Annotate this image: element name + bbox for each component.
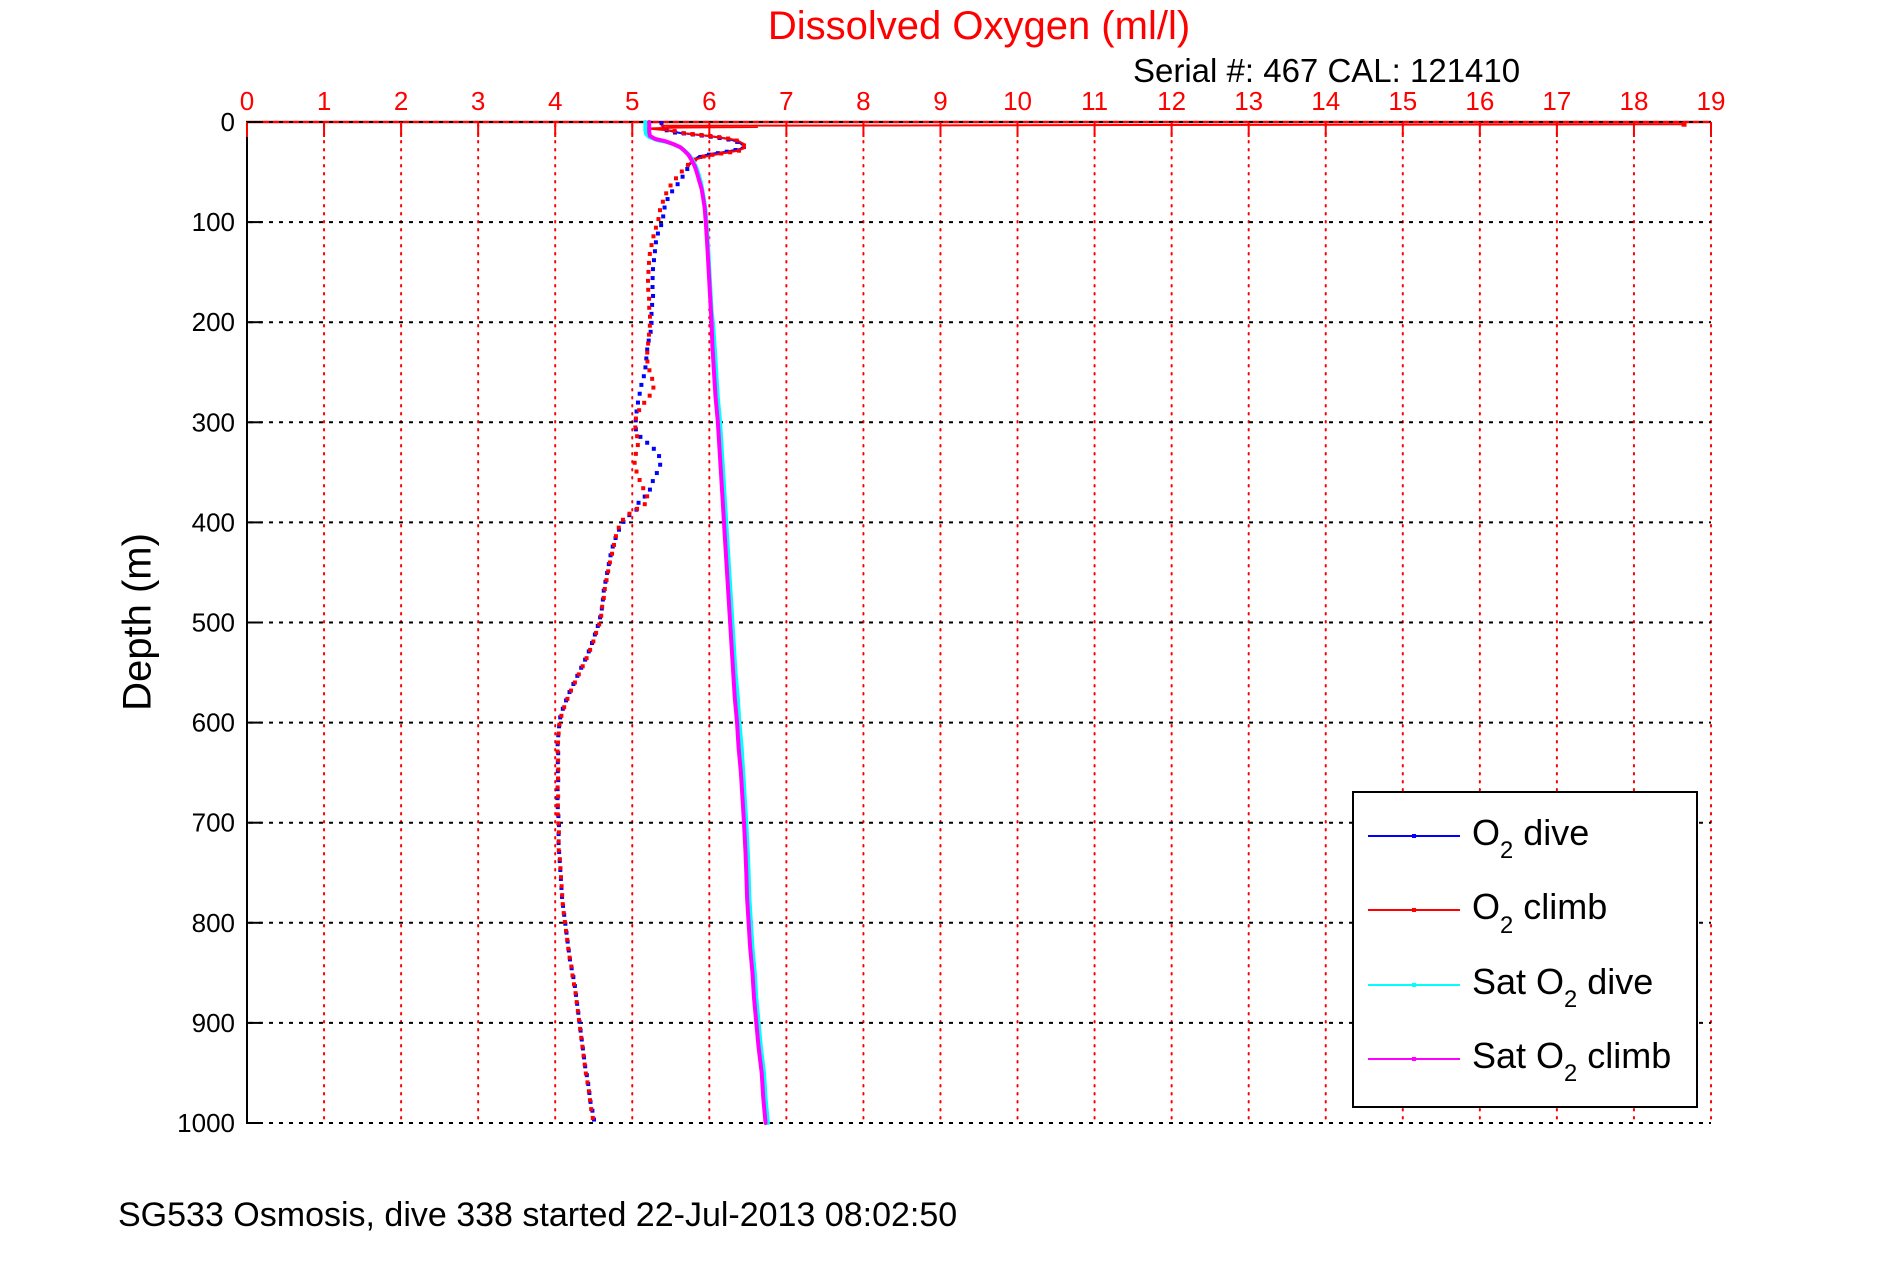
svg-text:300: 300 [192,407,235,437]
chart-title: Dissolved Oxygen (ml/l) [767,4,1191,48]
svg-text:1: 1 [317,86,331,116]
svg-text:8: 8 [856,86,870,116]
legend-line-sample-sat-o2-climb [1368,1056,1460,1061]
svg-text:16: 16 [1465,86,1494,116]
legend-label-o2-dive: O2 dive [1472,812,1590,865]
svg-text:600: 600 [192,708,235,738]
legend-label-o2-climb: O2 climb [1472,886,1608,939]
legend-label-sat-o2-climb: Sat O2 climb [1472,1034,1672,1088]
y-tick-labels: 0 100 200 300 400 500 600 700 800 900 1000 [177,107,235,1138]
svg-text:5: 5 [625,86,639,116]
svg-text:4: 4 [548,86,562,116]
serial-cal-annotation: Serial #: 467 CAL: 121410 [1133,52,1521,89]
y-gridlines [249,121,1711,1124]
svg-text:12: 12 [1157,86,1186,116]
legend-entry-o2-dive: O2 dive [1354,812,1696,865]
legend-line-sample-sat-o2-dive [1368,982,1460,987]
series-o2-climb [555,121,1687,1120]
svg-text:400: 400 [192,507,235,537]
svg-text:17: 17 [1542,86,1571,116]
svg-text:18: 18 [1619,86,1648,116]
legend-label-sat-o2-dive: Sat O2 dive [1472,960,1654,1013]
legend-entry-o2-climb: O2 climb [1354,886,1696,939]
svg-text:700: 700 [192,808,235,838]
svg-text:3: 3 [471,86,485,116]
series-o2-dive [555,121,746,1122]
svg-text:15: 15 [1388,86,1417,116]
svg-text:6: 6 [702,86,716,116]
svg-text:2: 2 [394,86,408,116]
svg-text:7: 7 [779,86,793,116]
svg-text:10: 10 [1003,86,1032,116]
svg-text:500: 500 [192,608,235,638]
svg-text:0: 0 [240,86,254,116]
svg-text:14: 14 [1311,86,1340,116]
series-sat-o2-climb [647,120,768,1125]
figure-caption: SG533 Osmosis, dive 338 started 22-Jul-2… [118,1196,958,1234]
svg-text:200: 200 [192,307,235,337]
svg-text:900: 900 [192,1008,235,1038]
svg-text:0: 0 [221,107,235,137]
svg-text:100: 100 [192,207,235,237]
y-tick-marks [247,121,262,1124]
svg-text:800: 800 [192,908,235,938]
svg-text:11: 11 [1081,86,1108,116]
y-axis-label: Depth (m) [115,533,160,711]
x-tick-labels: 0 1 2 3 4 5 6 7 8 9 10 11 12 13 14 15 16 17 18 19 [240,86,1726,116]
legend-entry-sat-o2-dive: Sat O2 dive [1354,960,1696,1013]
legend: O2 dive O2 climb Sat O2 dive Sat O2 climb [1352,791,1698,1108]
legend-entry-sat-o2-climb: Sat O2 climb [1354,1034,1696,1088]
legend-line-sample-o2-climb [1368,908,1460,913]
legend-line-sample-o2-dive [1368,834,1460,839]
svg-text:1000: 1000 [177,1108,235,1138]
svg-text:13: 13 [1234,86,1263,116]
svg-text:9: 9 [933,86,947,116]
svg-text:19: 19 [1697,86,1726,116]
